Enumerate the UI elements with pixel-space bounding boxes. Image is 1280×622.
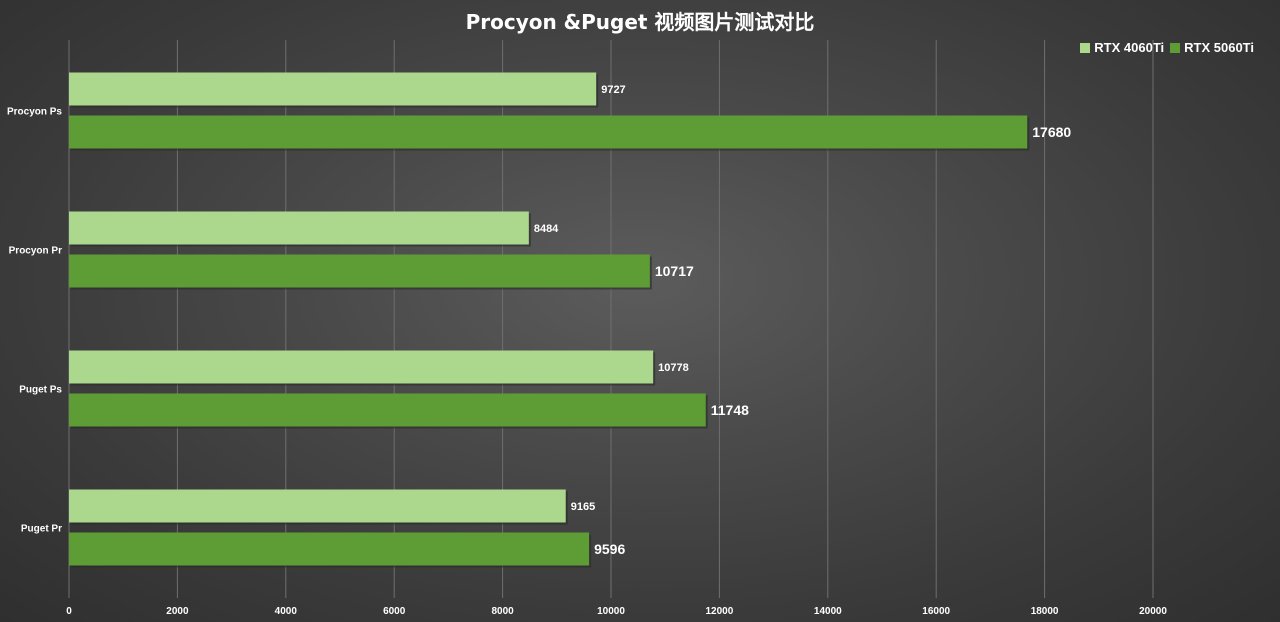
bar-0-0 bbox=[69, 72, 597, 106]
bar-1-0 bbox=[69, 211, 529, 245]
bar-3-0 bbox=[69, 489, 566, 523]
x-tick-label-7: 14000 bbox=[814, 606, 842, 617]
legend-swatch-series-1 bbox=[1170, 42, 1181, 53]
x-tick-label-6: 12000 bbox=[705, 606, 733, 617]
data-label-1-0: 8484 bbox=[534, 223, 559, 235]
legend-swatch-series-0 bbox=[1080, 42, 1091, 53]
category-label-0: Procyon Ps bbox=[7, 107, 62, 118]
category-label-2: Puget Ps bbox=[19, 385, 62, 396]
bar-3-1 bbox=[69, 532, 590, 566]
bar-2-1 bbox=[69, 393, 706, 427]
legend-label-series-1: RTX 5060Ti bbox=[1184, 40, 1254, 55]
legend-item-series-0: RTX 4060Ti bbox=[1080, 40, 1164, 55]
category-label-1: Procyon Pr bbox=[9, 246, 62, 257]
x-tick-label-2: 4000 bbox=[275, 606, 298, 617]
bar-2-0 bbox=[69, 350, 654, 384]
x-tick-label-4: 8000 bbox=[491, 606, 514, 617]
data-label-1-1: 10717 bbox=[655, 263, 694, 279]
bar-0-1 bbox=[69, 115, 1028, 149]
x-tick-label-0: 0 bbox=[66, 606, 72, 617]
data-label-2-1: 11748 bbox=[711, 402, 749, 418]
x-tick-label-10: 20000 bbox=[1139, 606, 1167, 617]
legend: RTX 4060Ti RTX 5060Ti bbox=[1080, 40, 1254, 55]
data-label-2-0: 10778 bbox=[658, 362, 689, 374]
x-tick-label-1: 2000 bbox=[166, 606, 189, 617]
legend-item-series-1: RTX 5060Ti bbox=[1170, 40, 1254, 55]
data-label-0-1: 17680 bbox=[1032, 124, 1071, 140]
data-label-0-0: 9727 bbox=[601, 84, 625, 96]
data-label-3-0: 9165 bbox=[571, 501, 595, 513]
bar-1-1 bbox=[69, 254, 650, 288]
x-tick-label-8: 16000 bbox=[922, 606, 950, 617]
legend-label-series-0: RTX 4060Ti bbox=[1094, 40, 1165, 55]
category-label-3: Puget Pr bbox=[21, 524, 62, 535]
x-tick-label-5: 10000 bbox=[597, 606, 625, 617]
data-label-3-1: 9596 bbox=[594, 541, 625, 557]
x-tick-label-9: 18000 bbox=[1031, 606, 1059, 617]
x-tick-label-3: 6000 bbox=[383, 606, 406, 617]
chart-title: Procyon &Puget 视频图片测试对比 bbox=[465, 10, 815, 34]
